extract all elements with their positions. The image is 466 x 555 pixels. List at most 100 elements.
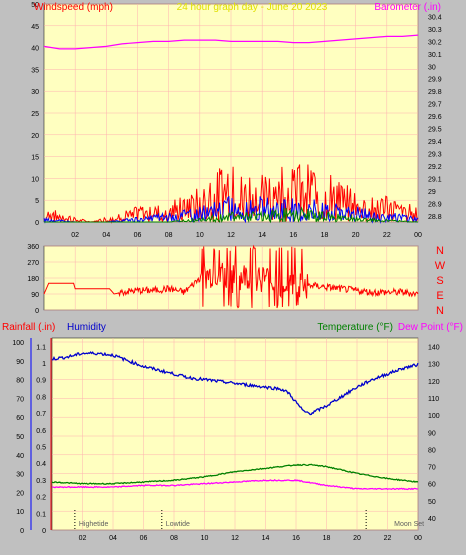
humidity-tick-label: 100	[12, 340, 24, 347]
direction-tick-label: 90	[31, 292, 39, 299]
event-label: Highetide	[79, 521, 109, 528]
barometer-tick-label: 30.2	[428, 39, 442, 46]
humidity-line	[51, 351, 419, 416]
hour-tick-label: 18	[321, 232, 329, 239]
wind-barometer-panel: 0 5 10 15 20 25 30 35 40 45 50 02 04 06 08 10 12 14 16 18 20…	[31, 2, 442, 239]
rainfall-tick-label: 0.5	[36, 445, 46, 452]
barometer-tick-label: 30	[428, 64, 436, 71]
barometer-tick-label: 29.1	[428, 176, 442, 183]
rainfall-tick-label: 0.2	[36, 495, 46, 502]
wind-average-line	[44, 206, 418, 224]
barometer-tick-label: 28.8	[428, 214, 442, 221]
temperature-tick-label: 40	[428, 516, 436, 523]
barometer-tick-label: 29.6	[428, 114, 442, 121]
windspeed-tick-label: 30	[31, 89, 39, 96]
rainfall-tick-label: 0.4	[36, 461, 46, 468]
barometer-tick-label: 29.8	[428, 89, 442, 96]
hour-tick-label: 20	[353, 535, 361, 542]
direction-tick-label: 0	[35, 308, 39, 315]
rainfall-tick-label: 0	[42, 528, 46, 535]
hour-tick-label: 02	[71, 232, 79, 239]
hour-tick-label: 04	[102, 232, 110, 239]
hour-tick-label: 12	[227, 232, 235, 239]
barometer-tick-label: 30.3	[428, 27, 442, 34]
hour-tick-label: 16	[289, 232, 297, 239]
barometer-tick-label: 29.9	[428, 77, 442, 84]
dewpoint-line	[51, 478, 419, 491]
barometer-line	[43, 34, 419, 50]
humidity-tick-label: 60	[16, 415, 24, 422]
windspeed-tick-label: 25	[31, 111, 39, 118]
event-label: Lowtide	[166, 521, 190, 528]
dewpoint-axis-label: Dew Point (°F)	[398, 322, 463, 333]
rainfall-tick-label: 0.3	[36, 478, 46, 485]
direction-tick-label: 180	[27, 276, 39, 283]
windspeed-tick-label: 50	[31, 2, 39, 9]
temperature-humidity-panel: Highetide Lowtide Moon Set 010203040506070…	[2, 322, 463, 542]
hour-tick-label: 12	[231, 535, 239, 542]
temperature-tick-label: 120	[428, 379, 440, 386]
graph-title: 24 hour graph day - June 20 2023	[177, 2, 328, 13]
temperature-tick-label: 60	[428, 482, 436, 489]
humidity-axis-label: Humidity	[67, 322, 106, 333]
compass-label: S	[436, 275, 443, 287]
rainfall-tick-label: 0.6	[36, 428, 46, 435]
humidity-tick-label: 30	[16, 472, 24, 479]
hour-tick-label: 06	[140, 535, 148, 542]
barometer-tick-label: 29.4	[428, 139, 442, 146]
windspeed-tick-label: 35	[31, 67, 39, 74]
temperature-tick-label: 130	[428, 362, 440, 369]
windspeed-tick-label: 5	[35, 198, 39, 205]
rainfall-tick-label: 0.7	[36, 411, 46, 418]
temperature-tick-label: 90	[428, 430, 436, 437]
rainfall-tick-label: 0.9	[36, 378, 46, 385]
temperature-humidity-ticks: 010203040506070809010000.10.20.30.40.50.…	[12, 338, 440, 542]
barometer-tick-label: 30.1	[428, 52, 442, 59]
wind-barometer-series	[43, 34, 419, 224]
hour-tick-label: 14	[258, 232, 266, 239]
humidity-tick-label: 0	[20, 528, 24, 535]
temperature-tick-label: 110	[428, 396, 439, 403]
rainfall-tick-label: 0.8	[36, 394, 46, 401]
hour-tick-label: 08	[170, 535, 178, 542]
compass-label: E	[436, 290, 443, 302]
hour-tick-label: 16	[292, 535, 300, 542]
event-label: Moon Set	[394, 521, 424, 528]
windspeed-tick-label: 20	[31, 133, 39, 140]
rainfall-tick-label: 0.1	[36, 511, 46, 518]
humidity-tick-label: 80	[16, 378, 24, 385]
windspeed-tick-label: 45	[31, 24, 39, 31]
direction-tick-label: 360	[27, 244, 39, 251]
hour-tick-label: 04	[109, 535, 117, 542]
hour-tick-label: 00	[414, 535, 422, 542]
barometer-tick-label: 29	[428, 189, 436, 196]
temperature-tick-label: 50	[428, 499, 436, 506]
humidity-tick-label: 70	[16, 396, 24, 403]
temperature-line	[51, 463, 419, 485]
wind-barometer-grid	[44, 3, 419, 223]
hour-tick-label: 10	[201, 535, 209, 542]
hour-tick-label: 14	[262, 535, 270, 542]
windspeed-tick-label: 10	[31, 176, 39, 183]
temperature-tick-label: 140	[428, 345, 440, 352]
barometer-tick-label: 29.2	[428, 164, 442, 171]
hour-tick-label: 20	[352, 232, 360, 239]
barometer-tick-label: 29.7	[428, 102, 442, 109]
windspeed-tick-label: 0	[35, 220, 39, 227]
humidity-tick-label: 90	[16, 359, 24, 366]
temperature-humidity-series: Highetide Lowtide Moon Set	[51, 351, 424, 530]
wind-barometer-ticks: 0 5 10 15 20 25 30 35 40 45 50 02 04 06 08 10 12 14 16 18 20…	[31, 2, 442, 239]
temperature-tick-label: 100	[428, 413, 440, 420]
rainfall-axis-label: Rainfall (.in)	[2, 322, 55, 333]
windspeed-tick-label: 15	[31, 155, 39, 162]
barometer-tick-label: 28.9	[428, 201, 442, 208]
temperature-axis-label: Temperature (°F)	[317, 322, 393, 333]
direction-tick-label: 270	[27, 260, 39, 267]
wind-direction-series	[43, 244, 419, 309]
wind-direction-line	[43, 244, 419, 309]
temperature-humidity-grid	[52, 338, 419, 531]
rainfall-tick-label: 1	[42, 361, 46, 368]
